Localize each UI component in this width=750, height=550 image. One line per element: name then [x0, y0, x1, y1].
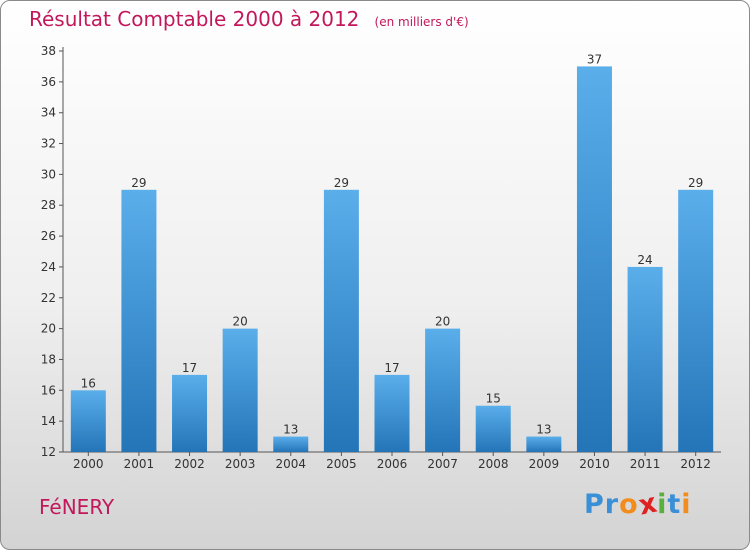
x-tick-label: 2001	[124, 457, 155, 471]
data-label: 20	[233, 315, 248, 329]
logo-letter: r	[604, 489, 620, 520]
logo-letter: i	[681, 489, 692, 520]
x-tick-label: 2008	[478, 457, 509, 471]
data-label: 29	[688, 176, 703, 190]
x-tick-label: 2011	[630, 457, 661, 471]
data-label: 20	[435, 315, 450, 329]
y-tick-label: 38	[41, 44, 56, 58]
bar	[70, 390, 106, 452]
bar	[323, 189, 359, 453]
logo-letter: o	[619, 489, 639, 520]
x-tick-label: 2005	[326, 457, 357, 471]
chart-subtitle: (en milliers d'€)	[374, 15, 469, 29]
title-row: Résultat Comptable 2000 à 2012 (en milli…	[29, 7, 469, 31]
logo-letter: i	[657, 489, 668, 520]
y-tick-label: 12	[41, 445, 56, 459]
y-tick-label: 18	[41, 352, 56, 366]
y-tick-label: 30	[41, 167, 56, 181]
y-tick-label: 14	[41, 414, 56, 428]
data-label: 29	[334, 176, 349, 190]
bar	[172, 374, 208, 452]
x-tick-label: 2007	[427, 457, 458, 471]
x-tick-label: 2003	[225, 457, 256, 471]
data-label: 37	[587, 52, 602, 66]
bar	[475, 405, 511, 452]
y-tick-label: 32	[41, 137, 56, 151]
y-tick-label: 34	[41, 106, 56, 120]
data-label: 13	[536, 423, 551, 437]
data-label: 17	[384, 361, 399, 375]
bar	[678, 189, 714, 453]
x-tick-label: 2009	[529, 457, 560, 471]
data-label: 17	[182, 361, 197, 375]
y-tick-label: 36	[41, 75, 56, 89]
x-tick-label: 2012	[680, 457, 711, 471]
bar	[425, 328, 461, 452]
commune-name: FéNERY	[39, 495, 115, 519]
proxiti-logo: Proxiti	[584, 487, 692, 521]
x-tick-label: 2000	[73, 457, 104, 471]
x-tick-label: 2002	[174, 457, 205, 471]
x-tick-label: 2004	[275, 457, 306, 471]
bar	[627, 266, 663, 452]
logo-letter: t	[667, 489, 682, 520]
chart-title: Résultat Comptable 2000 à 2012	[29, 7, 360, 31]
y-tick-label: 24	[41, 260, 56, 274]
bar	[273, 436, 309, 452]
bar	[374, 374, 410, 452]
data-label: 13	[283, 423, 298, 437]
y-tick-label: 28	[41, 198, 56, 212]
bar	[222, 328, 258, 452]
bar	[121, 189, 157, 453]
x-tick-label: 2010	[579, 457, 610, 471]
y-tick-label: 16	[41, 383, 56, 397]
data-label: 16	[81, 376, 96, 390]
logo-letter: P	[584, 489, 605, 520]
y-tick-label: 22	[41, 291, 56, 305]
y-tick-label: 26	[41, 229, 56, 243]
data-label: 24	[637, 253, 652, 267]
data-label: 29	[131, 176, 146, 190]
bar	[576, 66, 612, 452]
y-tick-label: 20	[41, 322, 56, 336]
bar	[526, 436, 562, 452]
x-tick-label: 2006	[377, 457, 408, 471]
data-label: 15	[486, 392, 501, 406]
